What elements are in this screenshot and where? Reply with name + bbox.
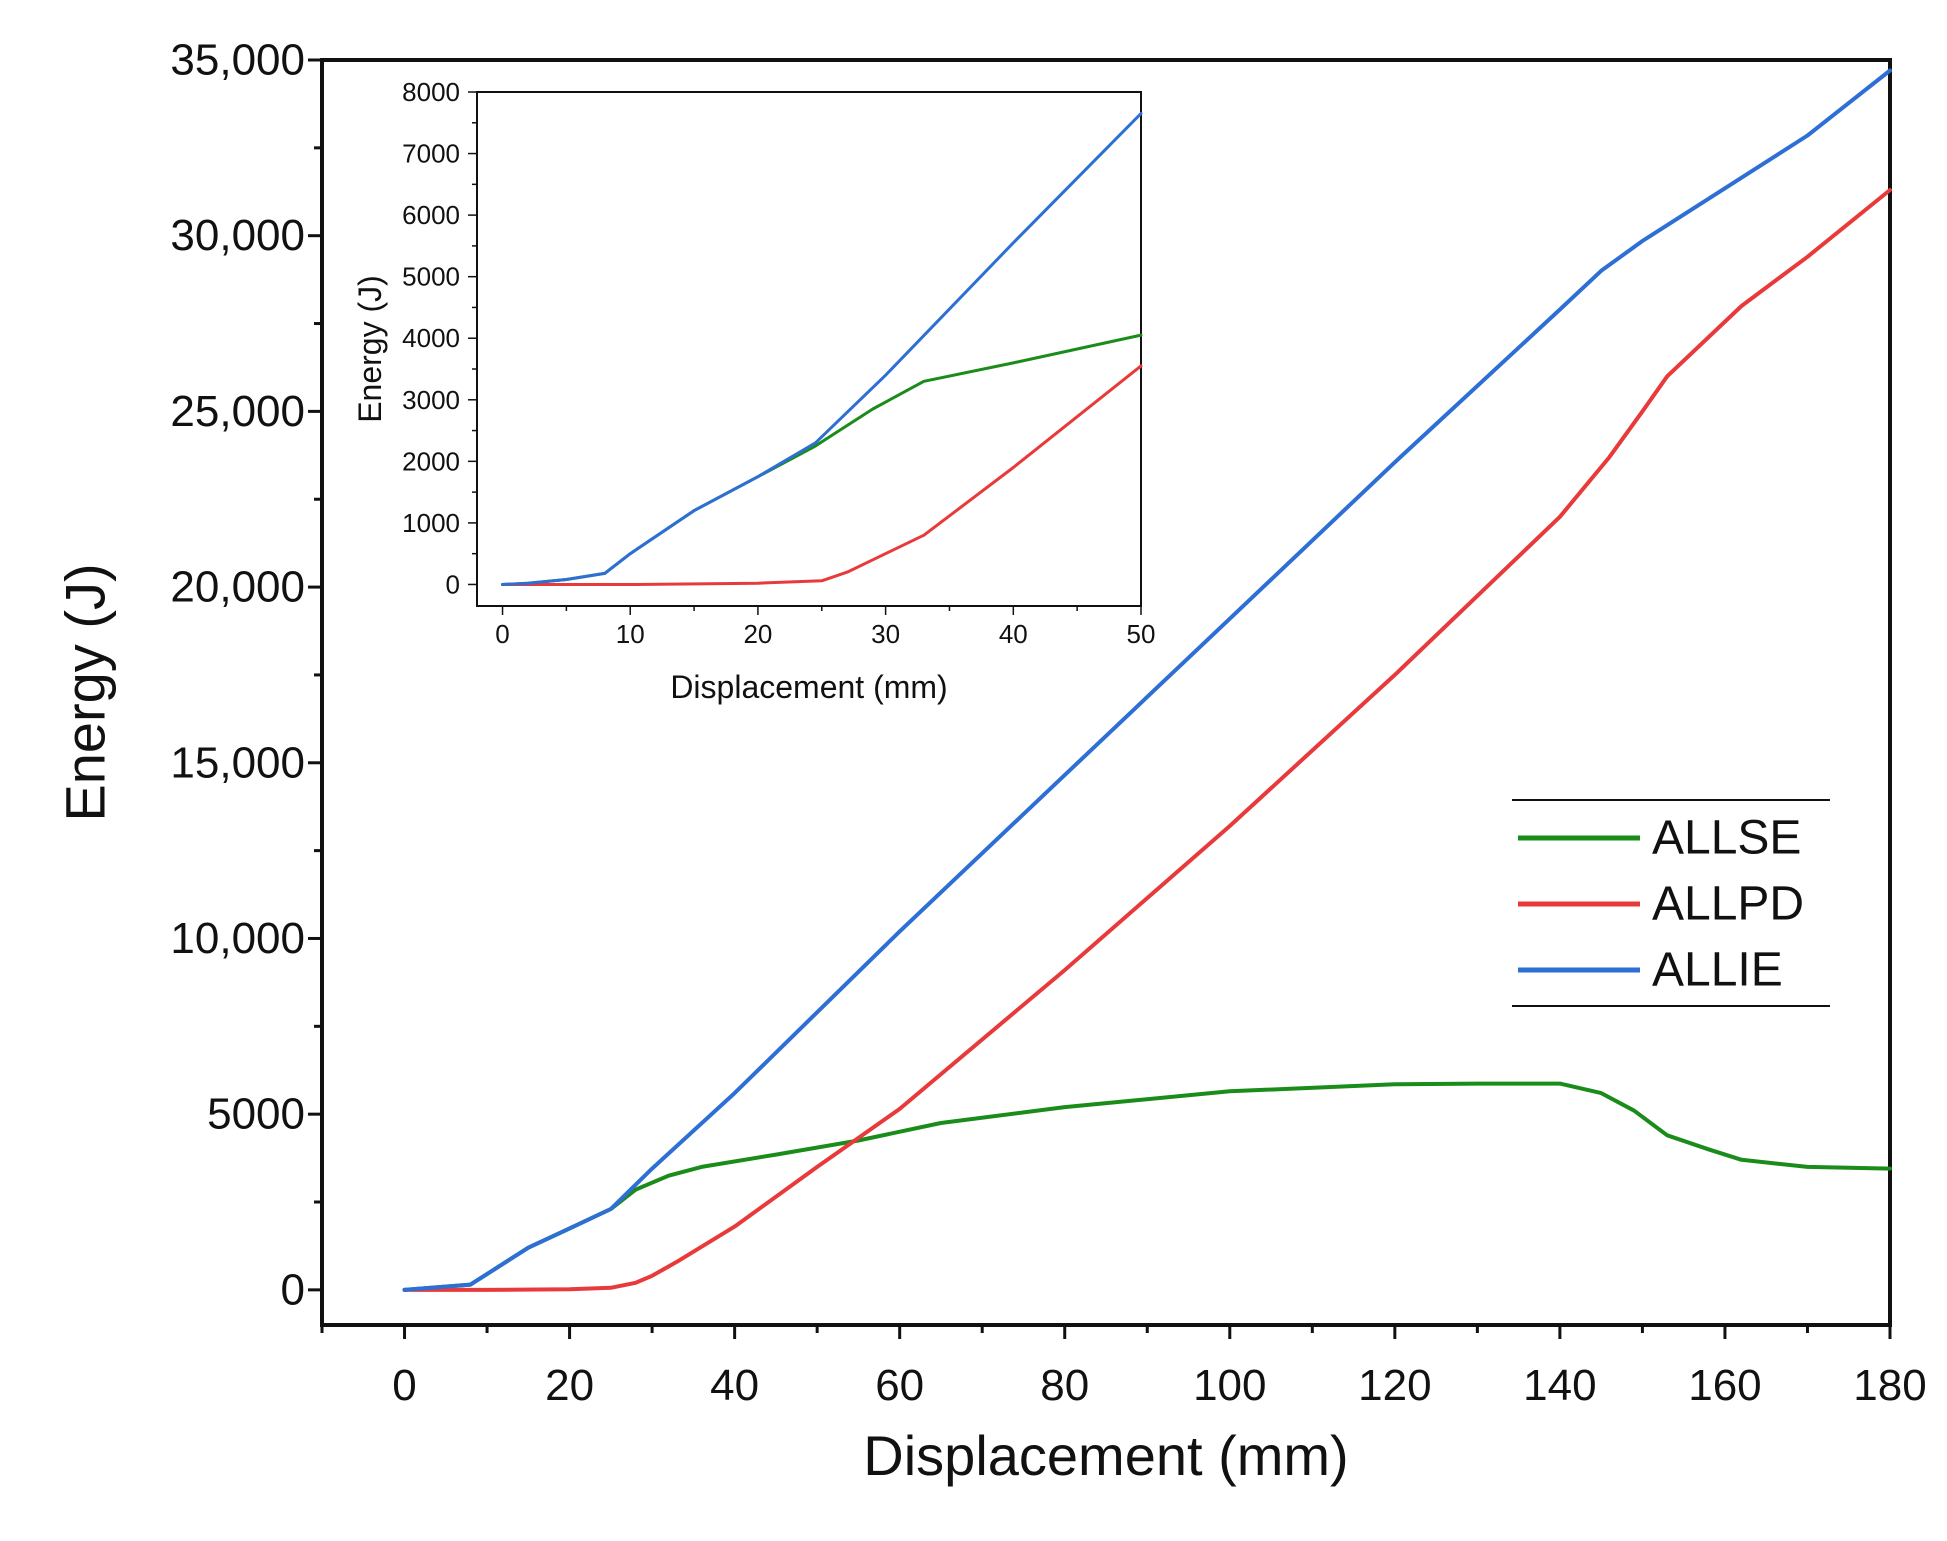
legend: ALLSE ALLPD ALLIE bbox=[1512, 799, 1830, 1007]
legend-label-allie: ALLIE bbox=[1652, 944, 1783, 997]
main-x-tick-label: 100 bbox=[1193, 1361, 1266, 1410]
main-y-tick-label: 15,000 bbox=[170, 738, 305, 787]
main-x-tick-label: 40 bbox=[710, 1361, 759, 1410]
inset-y-tick-label: 7000 bbox=[402, 139, 460, 169]
inset-x-tick-label: 30 bbox=[871, 619, 900, 649]
legend-label-allpd: ALLPD bbox=[1652, 878, 1804, 931]
main-series-allpd-line bbox=[402, 188, 1892, 1292]
inset-y-tick-label: 4000 bbox=[402, 323, 460, 353]
main-y-tick-label: 0 bbox=[281, 1265, 305, 1314]
main-x-tick-label: 0 bbox=[392, 1361, 416, 1410]
inset-y-axis-title: Energy (J) bbox=[352, 275, 388, 423]
inset-x-tick-label: 20 bbox=[743, 619, 772, 649]
main-series-allie-line bbox=[402, 68, 1892, 1292]
main-plot: 0 20 40 60 80 100 120 140 160 1800500010,00015,00… bbox=[54, 36, 1927, 1488]
inset-y-tick-label: 5000 bbox=[402, 262, 460, 292]
main-x-tick-label: 20 bbox=[545, 1361, 594, 1410]
main-x-tick-label: 120 bbox=[1358, 1361, 1431, 1410]
main-x-tick-label: 60 bbox=[875, 1361, 924, 1410]
inset-series-allpd-line bbox=[501, 364, 1143, 586]
main-y-tick-label: 10,000 bbox=[170, 914, 305, 963]
main-y-tick-label: 35,000 bbox=[170, 36, 305, 85]
inset-series-allie-line bbox=[501, 112, 1143, 586]
main-x-tick-label: 180 bbox=[1853, 1361, 1926, 1410]
inset-x-tick-label: 0 bbox=[495, 619, 509, 649]
inset-series-allse-line bbox=[501, 333, 1143, 586]
legend-label-allse: ALLSE bbox=[1652, 812, 1801, 865]
inset-y-tick-label: 1000 bbox=[402, 508, 460, 538]
inset-x-axis-title: Displacement (mm) bbox=[670, 669, 947, 705]
main-plot-frame bbox=[320, 58, 1892, 1327]
inset-x-tick-label: 40 bbox=[999, 619, 1028, 649]
inset-y-tick-label: 0 bbox=[446, 569, 460, 599]
main-x-tick-label: 140 bbox=[1523, 1361, 1596, 1410]
inset-plot: 0 10 20 30 40 50 0 1000 2000 3000 4000 5000 6000 7000… bbox=[352, 77, 1155, 705]
inset-x-tick-label: 10 bbox=[616, 619, 645, 649]
main-series-allse-line bbox=[402, 1081, 1892, 1292]
main-y-axis-title: Energy (J) bbox=[54, 563, 117, 821]
main-y-tick-label: 25,000 bbox=[170, 387, 305, 436]
main-x-tick-label: 160 bbox=[1688, 1361, 1761, 1410]
inset-plot-frame bbox=[476, 91, 1142, 607]
inset-x-tick-label: 50 bbox=[1127, 619, 1156, 649]
inset-y-tick-label: 3000 bbox=[402, 385, 460, 415]
inset-y-tick-label: 2000 bbox=[402, 446, 460, 476]
inset-y-tick-label: 6000 bbox=[402, 200, 460, 230]
inset-y-tick-label: 8000 bbox=[402, 77, 460, 107]
main-y-tick-label: 30,000 bbox=[170, 211, 305, 260]
main-x-axis-title: Displacement (mm) bbox=[863, 1424, 1348, 1487]
main-y-tick-label: 5000 bbox=[207, 1090, 305, 1139]
main-x-tick-label: 80 bbox=[1040, 1361, 1089, 1410]
main-y-tick-label: 20,000 bbox=[170, 563, 305, 612]
